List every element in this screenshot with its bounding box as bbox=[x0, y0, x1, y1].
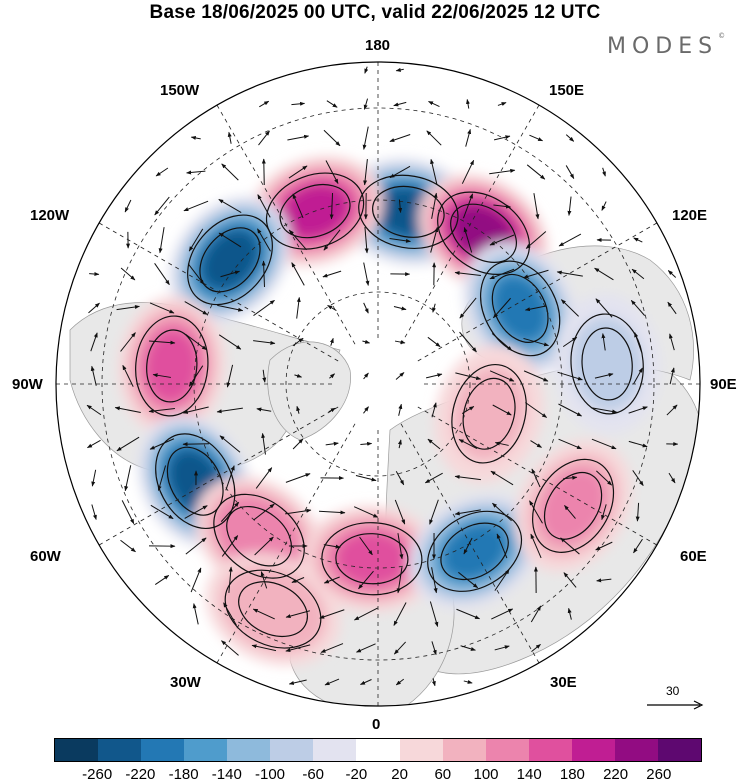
colorbar-swatch bbox=[400, 739, 443, 761]
colorbar-swatch bbox=[55, 739, 98, 761]
colorbar-tick: -100 bbox=[255, 766, 285, 783]
lon-label-90e: 90E bbox=[710, 376, 737, 393]
colorbar-tick: -140 bbox=[212, 766, 242, 783]
colorbar-swatch bbox=[98, 739, 141, 761]
colorbar-tick: 220 bbox=[603, 766, 628, 783]
colorbar-tick: 180 bbox=[560, 766, 585, 783]
colorbar-swatch bbox=[141, 739, 184, 761]
colorbar-tick-labels: -260 -220 -180 -140 -100 -60 -20 20 60 100 140 180 2… bbox=[0, 766, 750, 784]
colorbar-swatch bbox=[658, 739, 701, 761]
lon-label-90w: 90W bbox=[12, 376, 43, 393]
lon-label-120w: 120W bbox=[30, 207, 69, 224]
colorbar-swatch bbox=[356, 739, 399, 761]
lon-label-150w: 150W bbox=[160, 82, 199, 99]
colorbar-tick: -220 bbox=[125, 766, 155, 783]
colorbar-swatch bbox=[615, 739, 658, 761]
colorbar-tick: -260 bbox=[82, 766, 112, 783]
colorbar-swatch bbox=[313, 739, 356, 761]
colorbar-tick: -20 bbox=[346, 766, 368, 783]
colorbar-tick: 140 bbox=[517, 766, 542, 783]
colorbar-swatch bbox=[486, 739, 529, 761]
colorbar-swatch bbox=[443, 739, 486, 761]
wind-arrow bbox=[264, 159, 265, 185]
lon-label-60w: 60W bbox=[30, 548, 61, 565]
colorbar-swatch bbox=[270, 739, 313, 761]
lon-label-120e: 120E bbox=[672, 207, 707, 224]
wind-scale-arrow-icon bbox=[645, 698, 705, 712]
lon-label-30e: 30E bbox=[550, 674, 577, 691]
colorbar-swatch bbox=[529, 739, 572, 761]
wind-scale-value: 30 bbox=[666, 684, 679, 698]
colorbar bbox=[54, 738, 702, 762]
colorbar-tick: 60 bbox=[434, 766, 451, 783]
lon-label-60e: 60E bbox=[680, 548, 707, 565]
colorbar-tick: -180 bbox=[169, 766, 199, 783]
colorbar-tick: 20 bbox=[391, 766, 408, 783]
wind-arrow bbox=[89, 274, 99, 275]
lon-label-0: 0 bbox=[372, 716, 380, 733]
colorbar-swatch bbox=[184, 739, 227, 761]
lon-label-150e: 150E bbox=[549, 82, 584, 99]
colorbar-swatch bbox=[227, 739, 270, 761]
lon-label-180: 180 bbox=[365, 37, 390, 54]
colorbar-tick: 260 bbox=[646, 766, 671, 783]
colorbar-tick: -60 bbox=[302, 766, 324, 783]
polar-stereographic-map bbox=[0, 0, 750, 735]
colorbar-tick: 100 bbox=[473, 766, 498, 783]
colorbar-swatch bbox=[572, 739, 615, 761]
lon-label-30w: 30W bbox=[170, 674, 201, 691]
